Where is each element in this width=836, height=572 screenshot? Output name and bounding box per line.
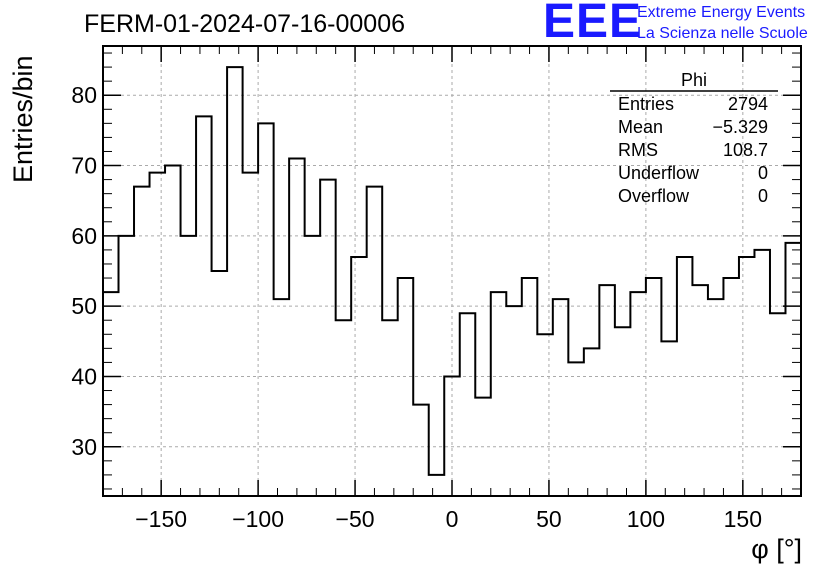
y-tick-label: 80 <box>71 82 97 108</box>
stats-box: Phi Entries 2794 Mean −5.329 RMS 108.7 Underflo… <box>610 70 778 206</box>
x-tick-labels: −150 −100 −50 0 50 100 150 <box>135 506 762 532</box>
stats-name: Phi <box>681 70 707 90</box>
x-tick-label: 50 <box>536 506 562 532</box>
stats-value: 108.7 <box>723 140 768 160</box>
eee-logo: EEE <box>543 0 643 48</box>
stats-value: 2794 <box>728 94 768 114</box>
x-tick-label: −50 <box>336 506 375 532</box>
stats-label: Overflow <box>618 186 690 206</box>
y-tick-label: 60 <box>71 223 97 249</box>
x-tick-label: 150 <box>724 506 762 532</box>
y-axis-label: Entries/bin <box>8 55 38 183</box>
y-tick-label: 40 <box>71 363 97 389</box>
x-tick-label: −100 <box>232 506 284 532</box>
stats-label: RMS <box>618 140 658 160</box>
x-tick-label: 100 <box>627 506 665 532</box>
x-tick-label: 0 <box>446 506 459 532</box>
x-tick-label: −150 <box>135 506 187 532</box>
axis-ticks <box>102 46 802 496</box>
logo-line-2: La Scienza nelle Scuole <box>637 25 808 42</box>
y-tick-label: 70 <box>71 153 97 179</box>
stats-label: Mean <box>618 117 663 137</box>
grid-lines <box>103 46 801 496</box>
histogram-line <box>103 66 802 476</box>
stats-value: 0 <box>758 186 768 206</box>
stats-label: Entries <box>618 94 674 114</box>
stats-value: 0 <box>758 163 768 183</box>
y-tick-label: 50 <box>71 293 97 319</box>
logo-line-1: Extreme Energy Events <box>637 4 806 21</box>
stats-value: −5.329 <box>712 117 768 137</box>
chart-title: FERM-01-2024-07-16-00006 <box>84 10 406 38</box>
stats-label: Underflow <box>618 163 700 183</box>
y-tick-labels: 30 40 50 60 70 80 <box>71 82 97 460</box>
x-axis-label: φ [°] <box>751 534 802 564</box>
y-tick-label: 30 <box>71 434 97 460</box>
